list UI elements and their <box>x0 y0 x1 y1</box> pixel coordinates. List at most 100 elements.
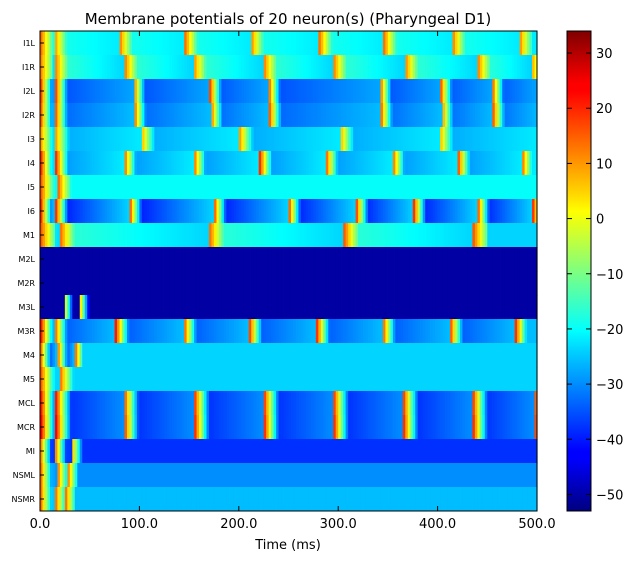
heatmap-cell <box>459 439 464 464</box>
heatmap-cell <box>141 343 145 368</box>
heatmap-cell <box>179 223 183 248</box>
heatmap-cell <box>64 295 68 320</box>
heatmap-cell <box>457 487 461 512</box>
heatmap-cell <box>450 199 454 224</box>
heatmap-cell <box>400 103 404 128</box>
heatmap-cell <box>512 319 516 344</box>
heatmap-cell <box>363 487 367 512</box>
heatmap-cell <box>427 31 431 56</box>
heatmap-cell <box>102 79 106 104</box>
heatmap-cell <box>89 79 93 104</box>
heatmap-cell <box>59 79 63 104</box>
heatmap-cell <box>527 439 531 464</box>
heatmap-cell <box>310 79 314 104</box>
heatmap-cell <box>427 151 431 176</box>
heatmap-cell <box>455 55 459 80</box>
neuron-label: M2L <box>19 255 36 264</box>
heatmap-cell <box>415 247 419 272</box>
x-tick-label: 0.0 <box>30 517 51 532</box>
heatmap-cell <box>117 103 121 128</box>
heatmap-cell <box>119 415 123 440</box>
heatmap-cell <box>67 223 71 248</box>
heatmap-cell <box>52 463 56 488</box>
heatmap-cell <box>286 151 290 176</box>
heatmap-cell <box>323 103 327 128</box>
heatmap-cell <box>360 343 364 368</box>
heatmap-cell <box>204 79 208 104</box>
heatmap-cell <box>184 487 188 512</box>
heatmap-cell <box>248 391 252 416</box>
heatmap-cell <box>126 199 131 224</box>
heatmap-cell <box>338 367 342 392</box>
heatmap-cell <box>42 415 46 440</box>
heatmap-cell <box>104 439 108 464</box>
heatmap-cell <box>124 223 128 248</box>
heatmap-cell <box>211 391 215 416</box>
heatmap-cell <box>166 487 170 512</box>
heatmap-cell <box>57 223 61 248</box>
heatmap-cell <box>276 247 280 272</box>
heatmap-cell <box>146 55 150 80</box>
heatmap-cell <box>330 487 334 512</box>
heatmap-cell <box>161 367 165 392</box>
heatmap-cell <box>117 271 121 296</box>
heatmap-cell <box>156 103 160 128</box>
heatmap-cell <box>372 199 377 224</box>
heatmap-cell <box>430 463 434 488</box>
heatmap-cell <box>499 223 503 248</box>
heatmap-cell <box>382 247 387 272</box>
heatmap-cell <box>534 271 538 296</box>
heatmap-cell <box>171 127 175 152</box>
heatmap-cell <box>440 319 444 344</box>
heatmap-cell <box>261 79 265 104</box>
heatmap-cell <box>425 487 429 512</box>
heatmap-cell <box>529 151 533 176</box>
heatmap-cell <box>293 487 297 512</box>
heatmap-cell <box>532 367 536 392</box>
heatmap-cell <box>186 487 190 512</box>
heatmap-cell <box>507 343 511 368</box>
heatmap-cell <box>213 319 218 344</box>
heatmap-cell <box>363 247 367 272</box>
heatmap-cell <box>151 271 155 296</box>
heatmap-cell <box>370 319 374 344</box>
heatmap-cell <box>126 247 131 272</box>
heatmap-cell <box>156 151 160 176</box>
heatmap-cell <box>375 151 379 176</box>
heatmap-cell <box>149 247 153 272</box>
heatmap-cell <box>387 295 391 320</box>
heatmap-cell <box>89 223 93 248</box>
heatmap-cell <box>64 127 68 152</box>
heatmap-cell <box>420 247 424 272</box>
heatmap-cell <box>174 175 178 200</box>
heatmap-cell <box>392 295 396 320</box>
heatmap-cell <box>149 31 153 56</box>
heatmap-cell <box>49 415 54 440</box>
heatmap-cell <box>360 55 364 80</box>
heatmap-cell <box>390 415 394 440</box>
heatmap-cell <box>69 463 73 488</box>
heatmap-cell <box>263 55 267 80</box>
heatmap-cell <box>420 55 424 80</box>
heatmap-cell <box>415 271 419 296</box>
heatmap-cell <box>191 103 195 128</box>
heatmap-cell <box>437 391 441 416</box>
heatmap-cell <box>107 223 111 248</box>
heatmap-cell <box>489 103 493 128</box>
heatmap-cell <box>174 319 178 344</box>
heatmap-cell <box>92 367 96 392</box>
heatmap-cell <box>487 127 491 152</box>
heatmap-cell <box>67 55 71 80</box>
heatmap-cell <box>159 199 163 224</box>
heatmap-cell <box>107 79 111 104</box>
heatmap-cell <box>136 103 140 128</box>
heatmap-cell <box>288 391 292 416</box>
heatmap-cell <box>159 247 163 272</box>
heatmap-cell <box>64 55 68 80</box>
heatmap-cell <box>363 151 367 176</box>
heatmap-cell <box>402 367 406 392</box>
heatmap-cell <box>122 55 126 80</box>
heatmap-cell <box>186 295 190 320</box>
heatmap-cell <box>308 223 312 248</box>
heatmap-cell <box>196 55 200 80</box>
